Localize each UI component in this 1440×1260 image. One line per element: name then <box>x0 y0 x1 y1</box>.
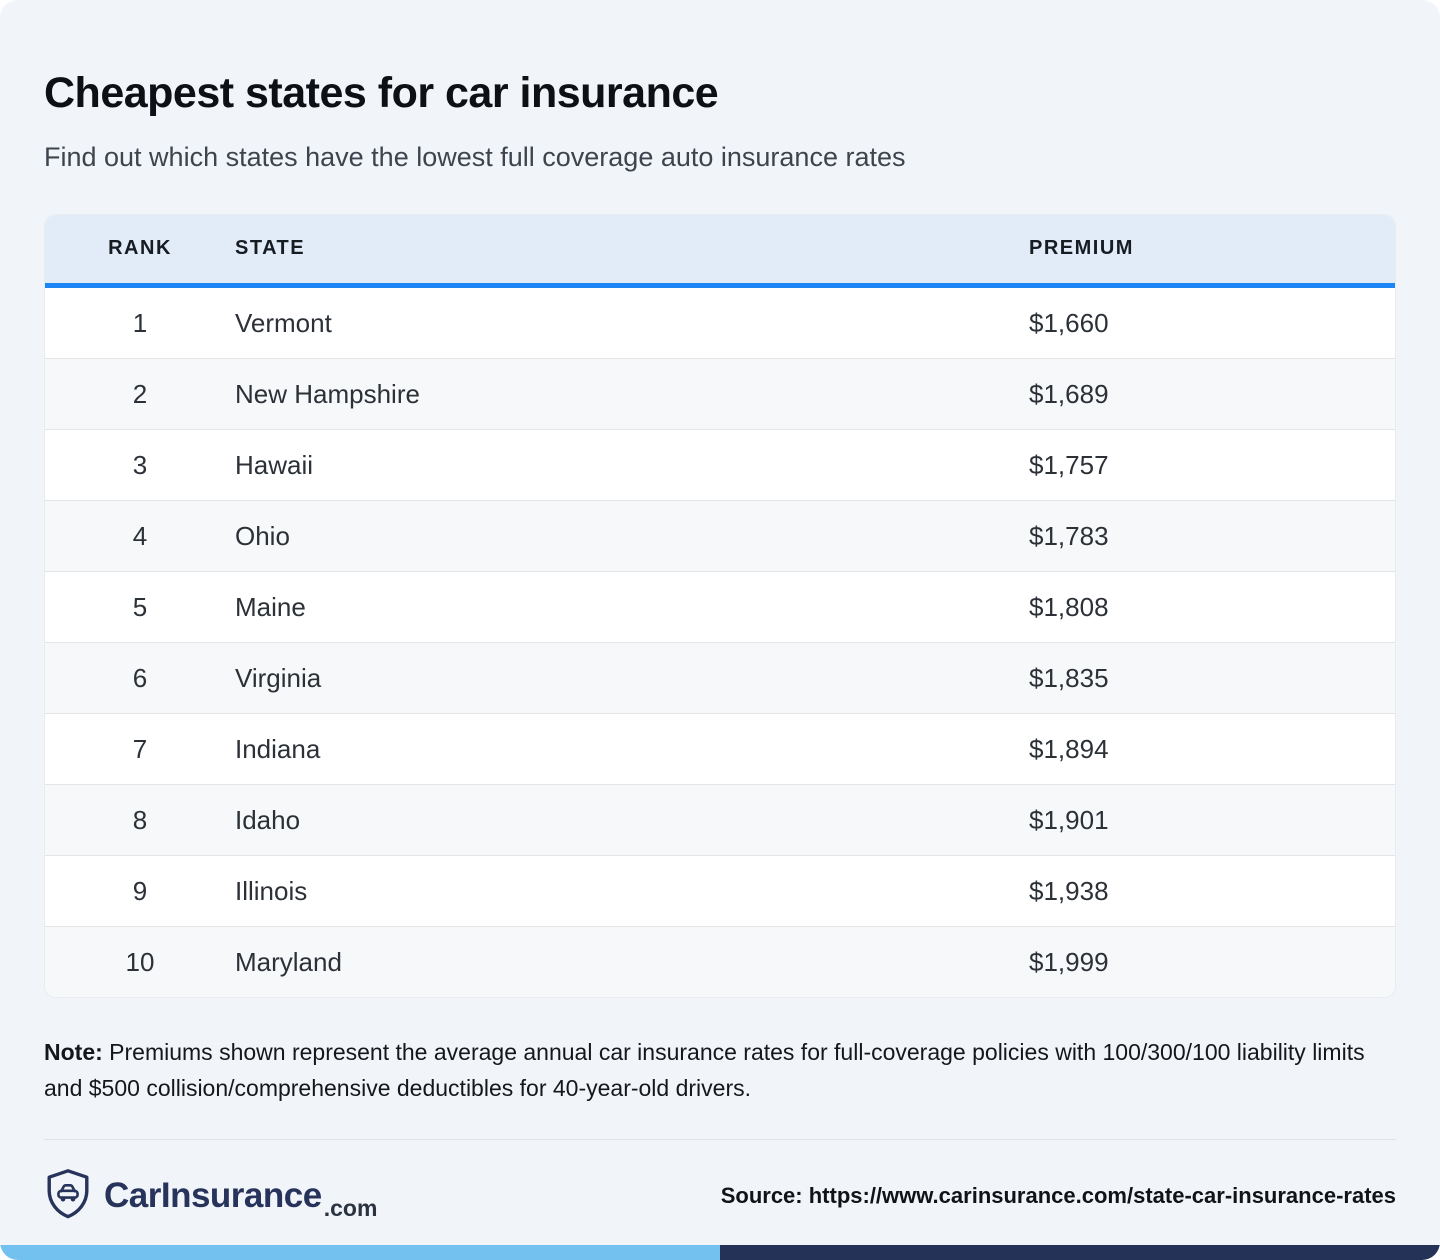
state-cell: Ohio <box>235 520 290 551</box>
state-cell: Hawaii <box>235 449 314 480</box>
table-row: 6 Virginia $1,835 <box>45 641 1395 713</box>
brand-name: CarInsurance <box>104 1176 322 1216</box>
table-header-row: RANK STATE PREMIUM <box>45 214 1395 288</box>
state-cell: Indiana <box>235 733 321 764</box>
premium-cell: $1,999 <box>1029 946 1109 977</box>
rank-cell: 7 <box>132 733 148 764</box>
rank-cell: 5 <box>132 591 148 622</box>
bottom-bar-dark-segment <box>720 1245 1440 1260</box>
rank-cell: 3 <box>132 449 148 480</box>
brand-logo: CarInsurance .com <box>44 1167 377 1226</box>
rank-cell: 9 <box>132 875 148 906</box>
state-cell: Illinois <box>235 875 308 906</box>
table-row: 2 New Hampshire $1,689 <box>45 357 1395 429</box>
premium-cell: $1,901 <box>1029 804 1109 835</box>
bottom-accent-bar <box>0 1245 1440 1260</box>
state-cell: Maine <box>235 591 306 622</box>
column-header-premium: PREMIUM <box>1029 237 1134 260</box>
premium-cell: $1,835 <box>1029 662 1109 693</box>
table-row: 10 Maryland $1,999 <box>45 925 1395 997</box>
table-body: 1 Vermont $1,660 2 New Hampshire $1,689 3 Hawai… <box>45 287 1395 997</box>
premium-cell: $1,689 <box>1029 378 1109 409</box>
table-row: 7 Indiana $1,894 <box>45 712 1395 784</box>
bottom-bar-light-segment <box>0 1245 720 1260</box>
table-row: 9 Illinois $1,938 <box>45 854 1395 926</box>
premium-cell: $1,808 <box>1029 591 1109 622</box>
footnote: Note: Premiums shown represent the avera… <box>44 1034 1396 1108</box>
column-header-rank: RANK <box>108 237 172 260</box>
page-subtitle: Find out which states have the lowest fu… <box>44 142 906 173</box>
premium-cell: $1,938 <box>1029 875 1109 906</box>
premium-cell: $1,894 <box>1029 733 1109 764</box>
content-area: Cheapest states for car insurance Find o… <box>44 69 1396 1226</box>
state-cell: New Hampshire <box>235 378 420 409</box>
brand-domain-suffix: .com <box>323 1194 378 1221</box>
column-header-state: STATE <box>235 237 306 260</box>
state-cell: Vermont <box>235 307 332 338</box>
state-cell: Virginia <box>235 662 322 693</box>
footnote-label: Note: <box>44 1038 103 1065</box>
footer: CarInsurance .com Source: https://www.ca… <box>44 1166 1396 1226</box>
rank-cell: 2 <box>132 378 148 409</box>
footer-divider <box>44 1139 1396 1141</box>
rank-cell: 10 <box>125 946 155 977</box>
source-url: Source: https://www.carinsurance.com/sta… <box>720 1183 1396 1209</box>
premium-cell: $1,660 <box>1029 307 1109 338</box>
premium-cell: $1,783 <box>1029 520 1109 551</box>
table-row: 3 Hawaii $1,757 <box>45 428 1395 500</box>
table-row: 8 Idaho $1,901 <box>45 783 1395 855</box>
premium-cell: $1,757 <box>1029 449 1109 480</box>
state-cell: Maryland <box>235 946 342 977</box>
page-title: Cheapest states for car insurance <box>44 69 719 117</box>
rank-cell: 1 <box>132 307 148 338</box>
rank-cell: 6 <box>132 662 148 693</box>
table-row: 1 Vermont $1,660 <box>45 287 1395 358</box>
rank-cell: 4 <box>132 520 148 551</box>
footnote-text: Premiums shown represent the average ann… <box>44 1038 1365 1102</box>
table-row: 4 Ohio $1,783 <box>45 499 1395 571</box>
table-row: 5 Maine $1,808 <box>45 570 1395 642</box>
rank-cell: 8 <box>132 804 148 835</box>
shield-car-icon <box>44 1167 92 1226</box>
rates-table: RANK STATE PREMIUM 1 Vermont $1,660 2 New Ha… <box>44 213 1396 998</box>
state-cell: Idaho <box>235 804 301 835</box>
